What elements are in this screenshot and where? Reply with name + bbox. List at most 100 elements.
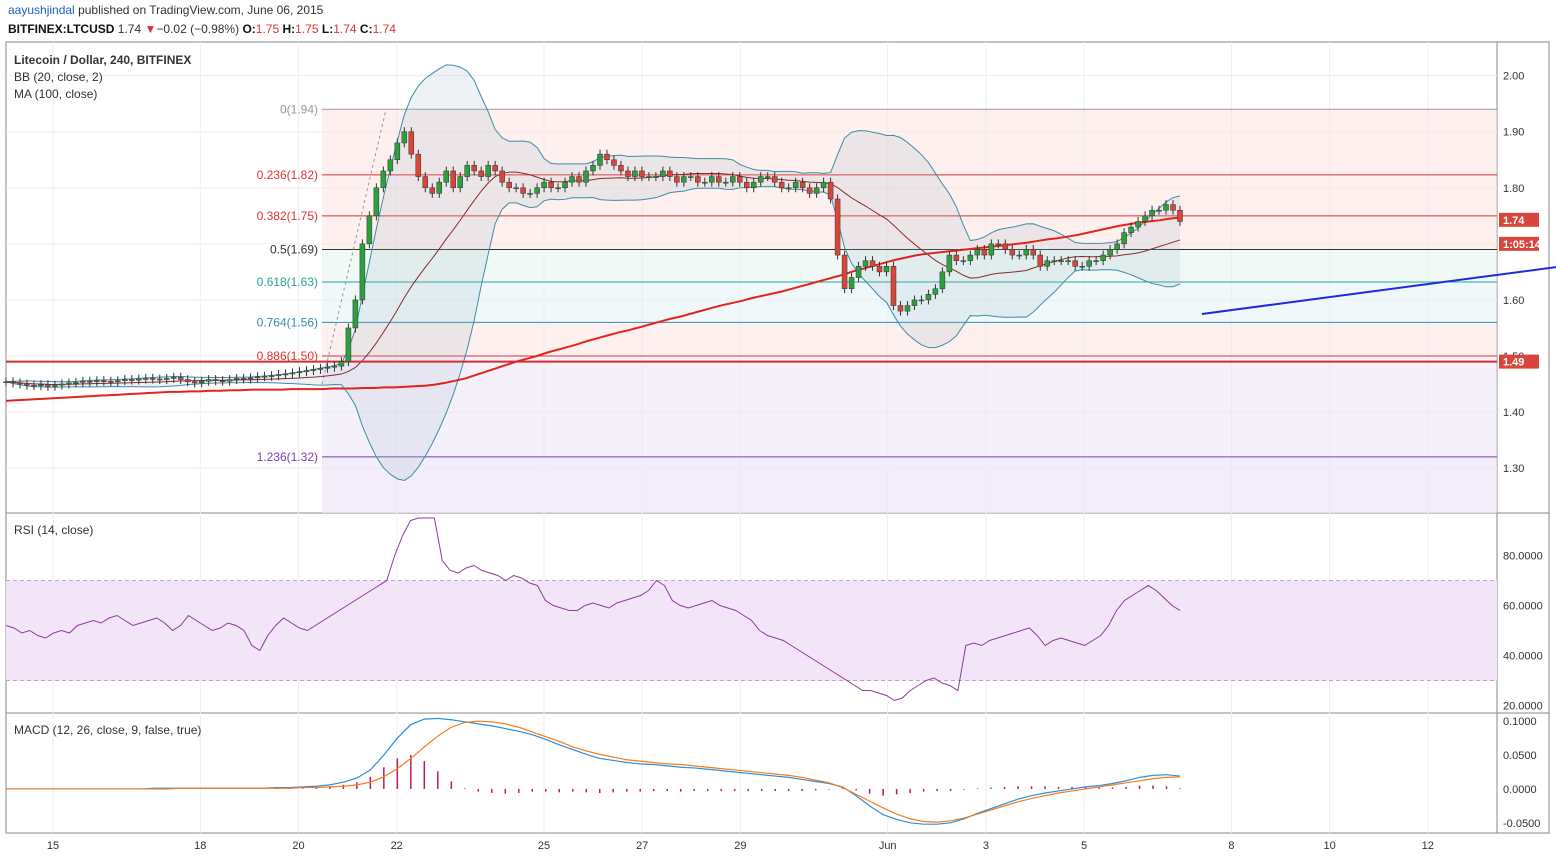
candle-up [1107, 249, 1113, 256]
candle-up [170, 377, 177, 379]
candle-up [1016, 254, 1023, 257]
low-label: L: [321, 22, 334, 36]
candle-down [799, 181, 806, 189]
time-tick-label: 25 [538, 840, 550, 852]
candle-up [66, 382, 72, 385]
axes: 2.001.901.801.701.601.501.401.3080.00006… [47, 71, 1543, 852]
candle-down [415, 153, 422, 177]
candle-up [681, 176, 687, 183]
price-change: −0.02 (−0.98%) [156, 22, 240, 36]
candle-up [1135, 221, 1141, 228]
candle-down [31, 384, 37, 387]
fib-level-label: 0.236(1.82) [257, 168, 318, 182]
candle-down [101, 380, 107, 382]
fib-level-label: 0.5(1.69) [270, 242, 318, 256]
candle-down [150, 378, 156, 380]
candle-down [492, 165, 498, 172]
candle-up [254, 376, 261, 379]
candle-down [890, 266, 897, 306]
candle-down [604, 153, 610, 160]
candle-down [897, 305, 904, 312]
symbol-name[interactable]: BITFINEX:LTCUSD [8, 22, 115, 36]
high-value: 1.75 [295, 22, 319, 36]
candle-up [122, 379, 128, 381]
candle-down [695, 176, 701, 183]
rsi-band [6, 580, 1497, 681]
rsi-tick-label: 60.0000 [1503, 601, 1543, 613]
candle-up [583, 170, 589, 183]
fibonacci-retracement[interactable]: 0(1.94) 0.236(1.82) 0.382(1.75) 0.5(1.69) 0.… [257, 102, 1497, 513]
author-link[interactable]: aayushjindal [8, 3, 75, 17]
candle-down [771, 176, 778, 183]
last-price-badge: 1.74 [1503, 215, 1525, 227]
candle-up [1086, 260, 1092, 267]
candle-down [827, 181, 834, 200]
macd-panel [6, 717, 1181, 825]
low-value: 1.74 [333, 22, 357, 36]
candle-down [450, 170, 456, 189]
candle-down [639, 170, 645, 177]
candle-down [177, 377, 184, 380]
fib-level-label: 0.764(1.56) [257, 315, 318, 329]
macd-tick-label: 0.1000 [1503, 716, 1537, 728]
candle-up [590, 165, 596, 172]
candle-up [764, 176, 771, 178]
candle-up [660, 170, 666, 177]
candle-up [1121, 232, 1127, 245]
candle-up [925, 294, 932, 301]
time-tick-label: 5 [1081, 840, 1087, 852]
candle-down [981, 249, 988, 256]
candle-down [876, 266, 883, 273]
candle-up [359, 243, 366, 301]
candle-up [646, 176, 652, 178]
rsi-tick-label: 40.0000 [1503, 651, 1543, 663]
candle-down [191, 381, 198, 384]
candle-up [366, 215, 373, 245]
ascending-trendline[interactable] [1201, 232, 1556, 315]
candle-up [247, 377, 254, 380]
candle-up [946, 254, 953, 273]
fib-zone-extension [322, 456, 1497, 513]
candle-down [611, 159, 617, 166]
symbol-line: BITFINEX:LTCUSD 1.74 ▼−0.02 (−0.98%) O:1… [8, 22, 396, 36]
chart-title: Litecoin / Dollar, 240, BITFINEX [14, 53, 191, 67]
candle-up [855, 266, 862, 278]
candle-up [569, 176, 575, 183]
candle-up [960, 260, 967, 262]
last-price: 1.74 [117, 22, 142, 36]
candle-down [108, 380, 114, 383]
candle-up [226, 379, 233, 382]
candle-up [436, 181, 443, 194]
candle-down [1072, 260, 1078, 267]
candle-up [261, 375, 268, 378]
rsi-tick-label: 80.0000 [1503, 551, 1543, 563]
candle-down [743, 181, 750, 189]
candle-down [156, 378, 163, 381]
price-tick-label: 1.90 [1503, 127, 1524, 139]
candle-up [38, 384, 44, 386]
candle-up [939, 271, 946, 289]
time-tick-label: 18 [194, 840, 206, 852]
candle-up [1051, 260, 1057, 262]
candle-up [862, 260, 869, 267]
candle-up [317, 368, 324, 370]
candle-up [1163, 204, 1169, 211]
candle-up [757, 176, 764, 183]
candle-up [513, 187, 519, 190]
candle-up [883, 266, 890, 273]
macd-title: MACD (12, 26, close, 9, false, true) [14, 723, 201, 737]
countdown-badge-bg [1499, 236, 1539, 251]
time-tick-label: 20 [292, 840, 304, 852]
last-price-badge-bg [1499, 212, 1539, 227]
candle-up [988, 243, 995, 256]
candle-up [94, 380, 100, 383]
candle-up [464, 165, 470, 177]
candle-down [429, 187, 436, 194]
candle-up [324, 366, 331, 369]
candle-down [625, 170, 631, 177]
candle-up [59, 383, 65, 386]
open-label: O: [242, 22, 256, 36]
candle-up [1058, 260, 1064, 262]
candle-up [723, 181, 729, 184]
